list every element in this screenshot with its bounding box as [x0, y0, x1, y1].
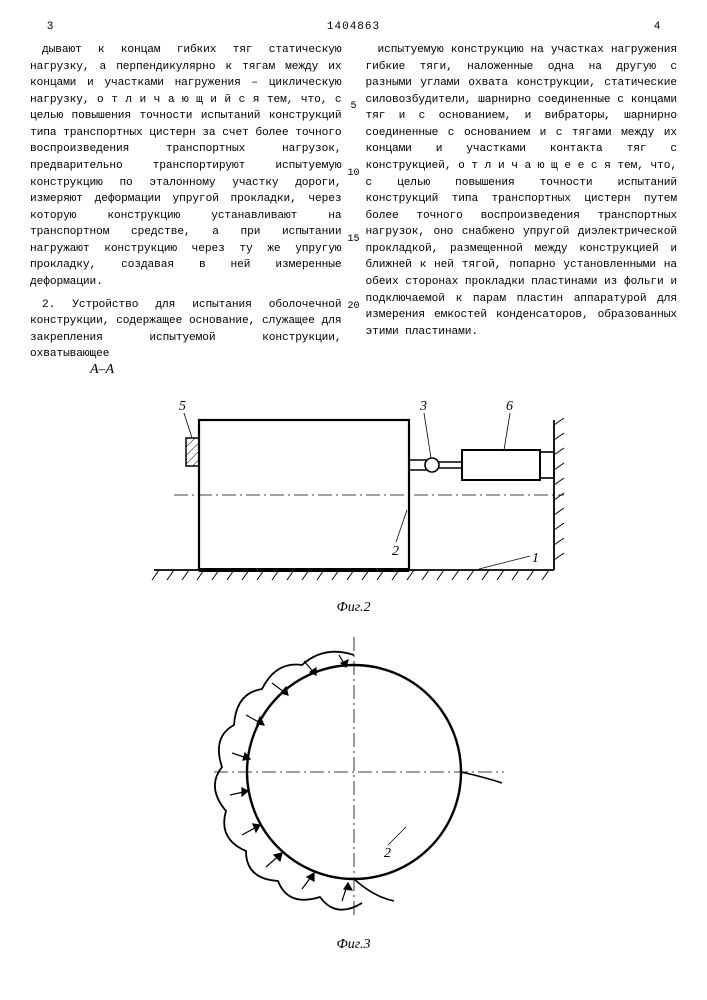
left-p2: 2. Устройство для испытания оболочечной …	[30, 297, 342, 363]
fig2-label-1: 1	[532, 551, 539, 566]
fig3-caption: Фиг.3	[30, 935, 677, 955]
page-num-left: 3	[30, 20, 70, 36]
figure-3-svg: 2	[184, 627, 524, 927]
page-header: 3 1404863 4	[30, 20, 677, 36]
gutter-15: 15	[344, 233, 364, 248]
patent-number: 1404863	[70, 20, 637, 36]
fig2-label-3: 3	[419, 399, 427, 414]
right-column: испытуемую конструкцию на участках нагру…	[366, 42, 678, 352]
page-num-right: 4	[637, 20, 677, 36]
figures-area: А–А	[30, 360, 677, 955]
fig2-label-6: 6	[506, 399, 513, 414]
fig2-label-2: 2	[392, 544, 399, 559]
gutter-10: 10	[344, 167, 364, 182]
figure-2-svg: 5 3 6 2 1	[134, 380, 574, 590]
gutter-5: 5	[344, 100, 364, 115]
fig2-caption: Фиг.2	[30, 598, 677, 618]
fig2-label-5: 5	[179, 399, 186, 414]
left-column: дывают к концам гибких тяг статическую н…	[30, 42, 342, 352]
section-label: А–А	[90, 360, 677, 380]
left-p1: дывают к концам гибких тяг статическую н…	[30, 42, 342, 291]
fig3-label-2: 2	[384, 846, 391, 861]
gutter-20: 20	[344, 300, 364, 315]
page: 3 1404863 4 5 10 15 20 дывают к концам г…	[0, 0, 707, 1000]
right-p1: испытуемую конструкцию на участках нагру…	[366, 42, 678, 340]
